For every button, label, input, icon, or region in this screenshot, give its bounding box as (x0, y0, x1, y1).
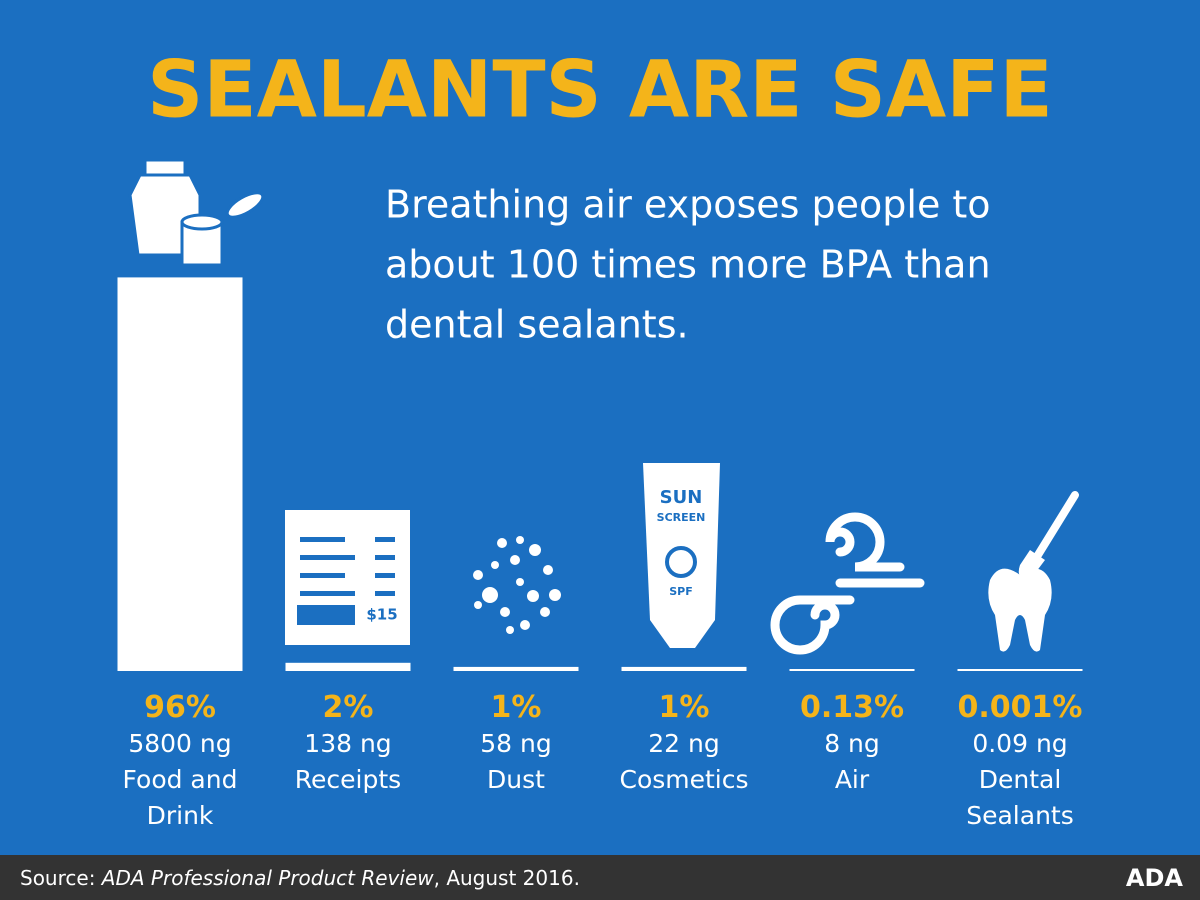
sunscreen-text: SCREEN (657, 511, 706, 524)
source-suffix: , August 2016. (434, 866, 580, 890)
bar (621, 666, 747, 671)
value-label: 1% (658, 690, 710, 725)
sunscreen-text: SUN (660, 487, 703, 508)
value-label: 96% (144, 690, 216, 725)
amount-label: 5800 ng (128, 729, 232, 758)
category-column: 1% 58 ng Dust (436, 690, 596, 798)
category-label: Cosmetics (619, 765, 749, 794)
subtitle-line: dental sealants. (385, 303, 689, 347)
category-column: 1% 22 ng Cosmetics (604, 690, 764, 798)
value-label: 0.13% (799, 690, 905, 725)
baseline (789, 669, 915, 671)
amount-label: 58 ng (480, 729, 552, 758)
sunscreen-text: SPF (669, 585, 693, 598)
source-prefix: Source: (20, 866, 102, 890)
milk-can-icon (128, 158, 265, 267)
category-label: Dental Sealants (966, 765, 1074, 830)
amount-label: 138 ng (304, 729, 392, 758)
value-label: 2% (322, 690, 374, 725)
air-icon (770, 512, 925, 655)
sunscreen-icon: SUN SCREEN SPF (643, 463, 720, 648)
amount-label: 22 ng (648, 729, 720, 758)
dust-icon (473, 536, 561, 634)
receipt-price: $15 (366, 606, 397, 624)
category-label: Air (834, 765, 870, 794)
bar (453, 666, 579, 671)
chart-title: SEALANTS ARE SAFE (147, 45, 1053, 135)
source-title: ADA Professional Product Review (100, 866, 434, 890)
tooth-icon (988, 491, 1079, 652)
category-column: 0.13% 8 ng Air (772, 690, 932, 798)
subtitle-line: about 100 times more BPA than (385, 243, 991, 287)
category-label: Food and Drink (122, 765, 238, 830)
category-label: Receipts (294, 765, 402, 794)
value-label: 1% (490, 690, 542, 725)
category-column: 0.001% 0.09 ng Dental Sealants (940, 690, 1100, 834)
bar (285, 662, 411, 671)
footer-band (0, 855, 1200, 900)
amount-label: 0.09 ng (972, 729, 1068, 758)
source: Source: ADA Professional Product Review,… (20, 866, 580, 890)
amount-label: 8 ng (824, 729, 880, 758)
logo: ADA (1126, 864, 1183, 892)
receipt-icon: $15 (285, 510, 410, 645)
category-column: 96% 5800 ng Food and Drink (100, 690, 260, 834)
baseline (957, 669, 1083, 671)
bar (789, 670, 915, 671)
subtitle-line: Breathing air exposes people to (385, 183, 991, 227)
value-label: 0.001% (957, 690, 1083, 725)
category-column: 2% 138 ng Receipts (268, 690, 428, 798)
bar (117, 277, 243, 671)
category-label: Dust (487, 765, 545, 794)
